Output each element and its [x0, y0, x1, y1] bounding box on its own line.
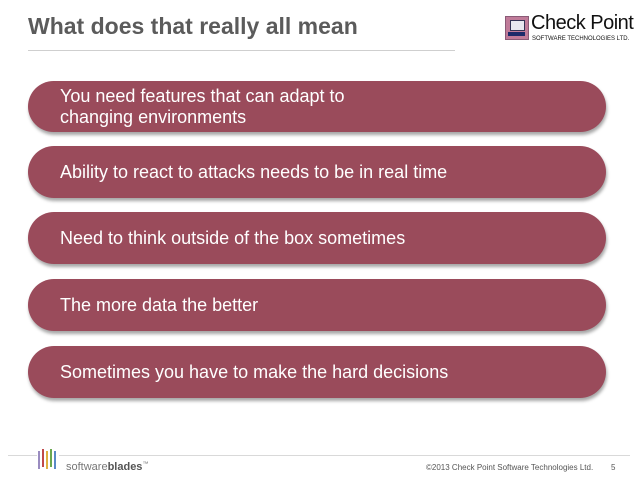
brand-bold: blades	[107, 461, 143, 473]
computer-icon	[505, 16, 529, 40]
bullet-bar-1: You need features that can adapt to chang…	[28, 81, 606, 132]
bullet-text-5: Sometimes you have to make the hard deci…	[60, 361, 449, 382]
bullet-bar-2: Ability to react to attacks needs to be …	[28, 146, 606, 198]
page-number: 5	[611, 463, 616, 472]
brand-light: software	[66, 461, 108, 473]
check-point-logo: Check Point SOFTWARE TECHNOLOGIES LTD.	[505, 12, 634, 44]
software-blades-logo: softwareblades™	[66, 461, 148, 473]
bullet-text-1a: You need features that can adapt to	[60, 85, 345, 106]
logo-tagline: SOFTWARE TECHNOLOGIES LTD.	[532, 36, 630, 42]
bullet-text-3: Need to think outside of the box sometim…	[60, 227, 406, 248]
bullet-bar-4: The more data the better	[28, 279, 606, 331]
title-divider	[28, 50, 455, 51]
slide-title: What does that really all mean	[28, 13, 358, 39]
bullet-bar-3: Need to think outside of the box sometim…	[28, 212, 606, 264]
logo-name: Check Point	[531, 12, 634, 34]
software-blades-icon	[37, 447, 59, 473]
copyright: ©2013 Check Point Software Technologies …	[426, 463, 594, 472]
bullet-text-2: Ability to react to attacks needs to be …	[60, 161, 448, 182]
footer-divider	[8, 455, 630, 456]
bullet-text-1b: changing environments	[60, 106, 247, 127]
bullet-bar-5: Sometimes you have to make the hard deci…	[28, 346, 606, 398]
bullet-text-4: The more data the better	[60, 294, 259, 315]
brand-tm: ™	[142, 461, 149, 468]
